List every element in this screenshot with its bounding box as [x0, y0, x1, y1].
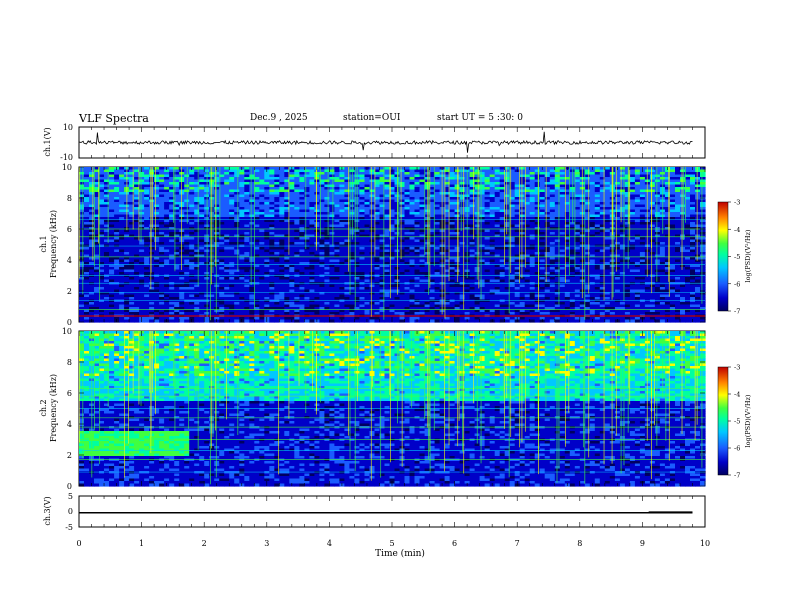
ch1-spectrogram	[79, 167, 706, 323]
